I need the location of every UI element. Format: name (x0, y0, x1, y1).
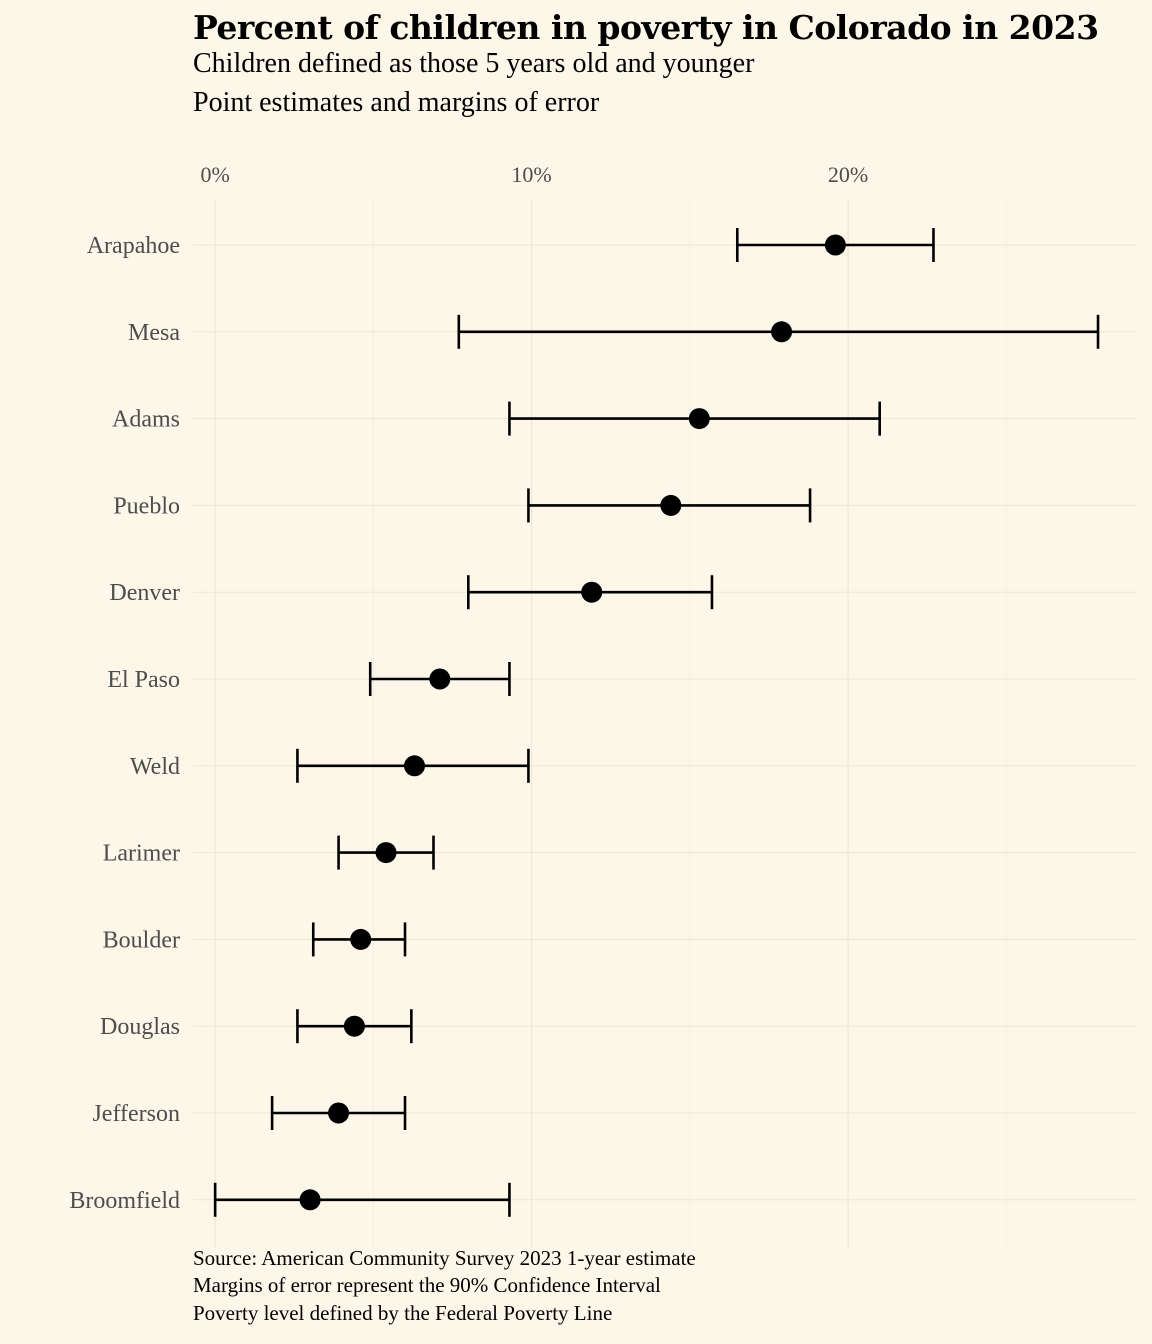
error-bar-denver (467, 575, 714, 610)
point-estimate (581, 581, 603, 603)
point-estimate (824, 234, 846, 256)
x-tick-label: 20% (828, 162, 868, 187)
x-axis-ticks: 0% 10% 20% (200, 162, 868, 187)
error-bar-pueblo (527, 488, 812, 523)
category-label: Weld (130, 754, 180, 780)
category-label: Larimer (103, 841, 180, 867)
point-estimate (328, 1102, 350, 1124)
chart-subtitle-line-1: Children defined as those 5 years old an… (193, 48, 755, 79)
point-estimate (429, 668, 451, 690)
point-estimate (660, 494, 682, 516)
error-bar-el-paso (368, 662, 511, 696)
caption-margin-note: Margins of error represent the 90% Confi… (193, 1273, 661, 1297)
point-estimate (343, 1015, 365, 1037)
category-label: Adams (112, 407, 180, 433)
x-tick-label: 0% (200, 162, 229, 187)
point-estimate (771, 321, 793, 343)
data-marks (213, 228, 1100, 1217)
category-label: Jefferson (92, 1101, 180, 1127)
error-bar-boulder (311, 922, 407, 957)
error-bar-weld (296, 748, 530, 783)
error-bar-arapahoe (735, 228, 935, 262)
category-label: Denver (109, 580, 180, 606)
point-estimate (375, 842, 397, 864)
category-labels: Arapahoe Mesa Adams Pueblo Denver El Paso Weld… (69, 233, 180, 1214)
category-label: Arapahoe (87, 233, 180, 259)
caption-source: Source: American Community Survey 2023 1… (193, 1246, 696, 1270)
error-bar-larimer (337, 835, 435, 870)
category-label: Pueblo (113, 493, 180, 519)
category-label: El Paso (107, 667, 180, 693)
error-bar-broomfield (213, 1182, 511, 1217)
category-label: Mesa (128, 320, 180, 346)
caption-poverty-note: Poverty level defined by the Federal Pov… (193, 1301, 613, 1325)
error-bar-douglas (296, 1009, 413, 1044)
point-estimate (299, 1189, 321, 1211)
error-bar-jefferson (270, 1096, 407, 1130)
category-label: Broomfield (69, 1188, 180, 1214)
category-label: Boulder (103, 927, 180, 953)
x-tick-label: 10% (511, 162, 551, 187)
point-estimate (350, 928, 372, 950)
point-estimate (404, 755, 426, 777)
category-label: Douglas (100, 1014, 180, 1040)
grid-lines (193, 200, 1136, 1248)
error-bar-mesa (457, 314, 1100, 349)
chart-subtitle-line-2: Point estimates and margins of error (193, 87, 600, 118)
error-bar-adams (508, 401, 881, 436)
chart-title: Percent of children in poverty in Colora… (193, 8, 1099, 47)
point-estimate (688, 408, 710, 430)
